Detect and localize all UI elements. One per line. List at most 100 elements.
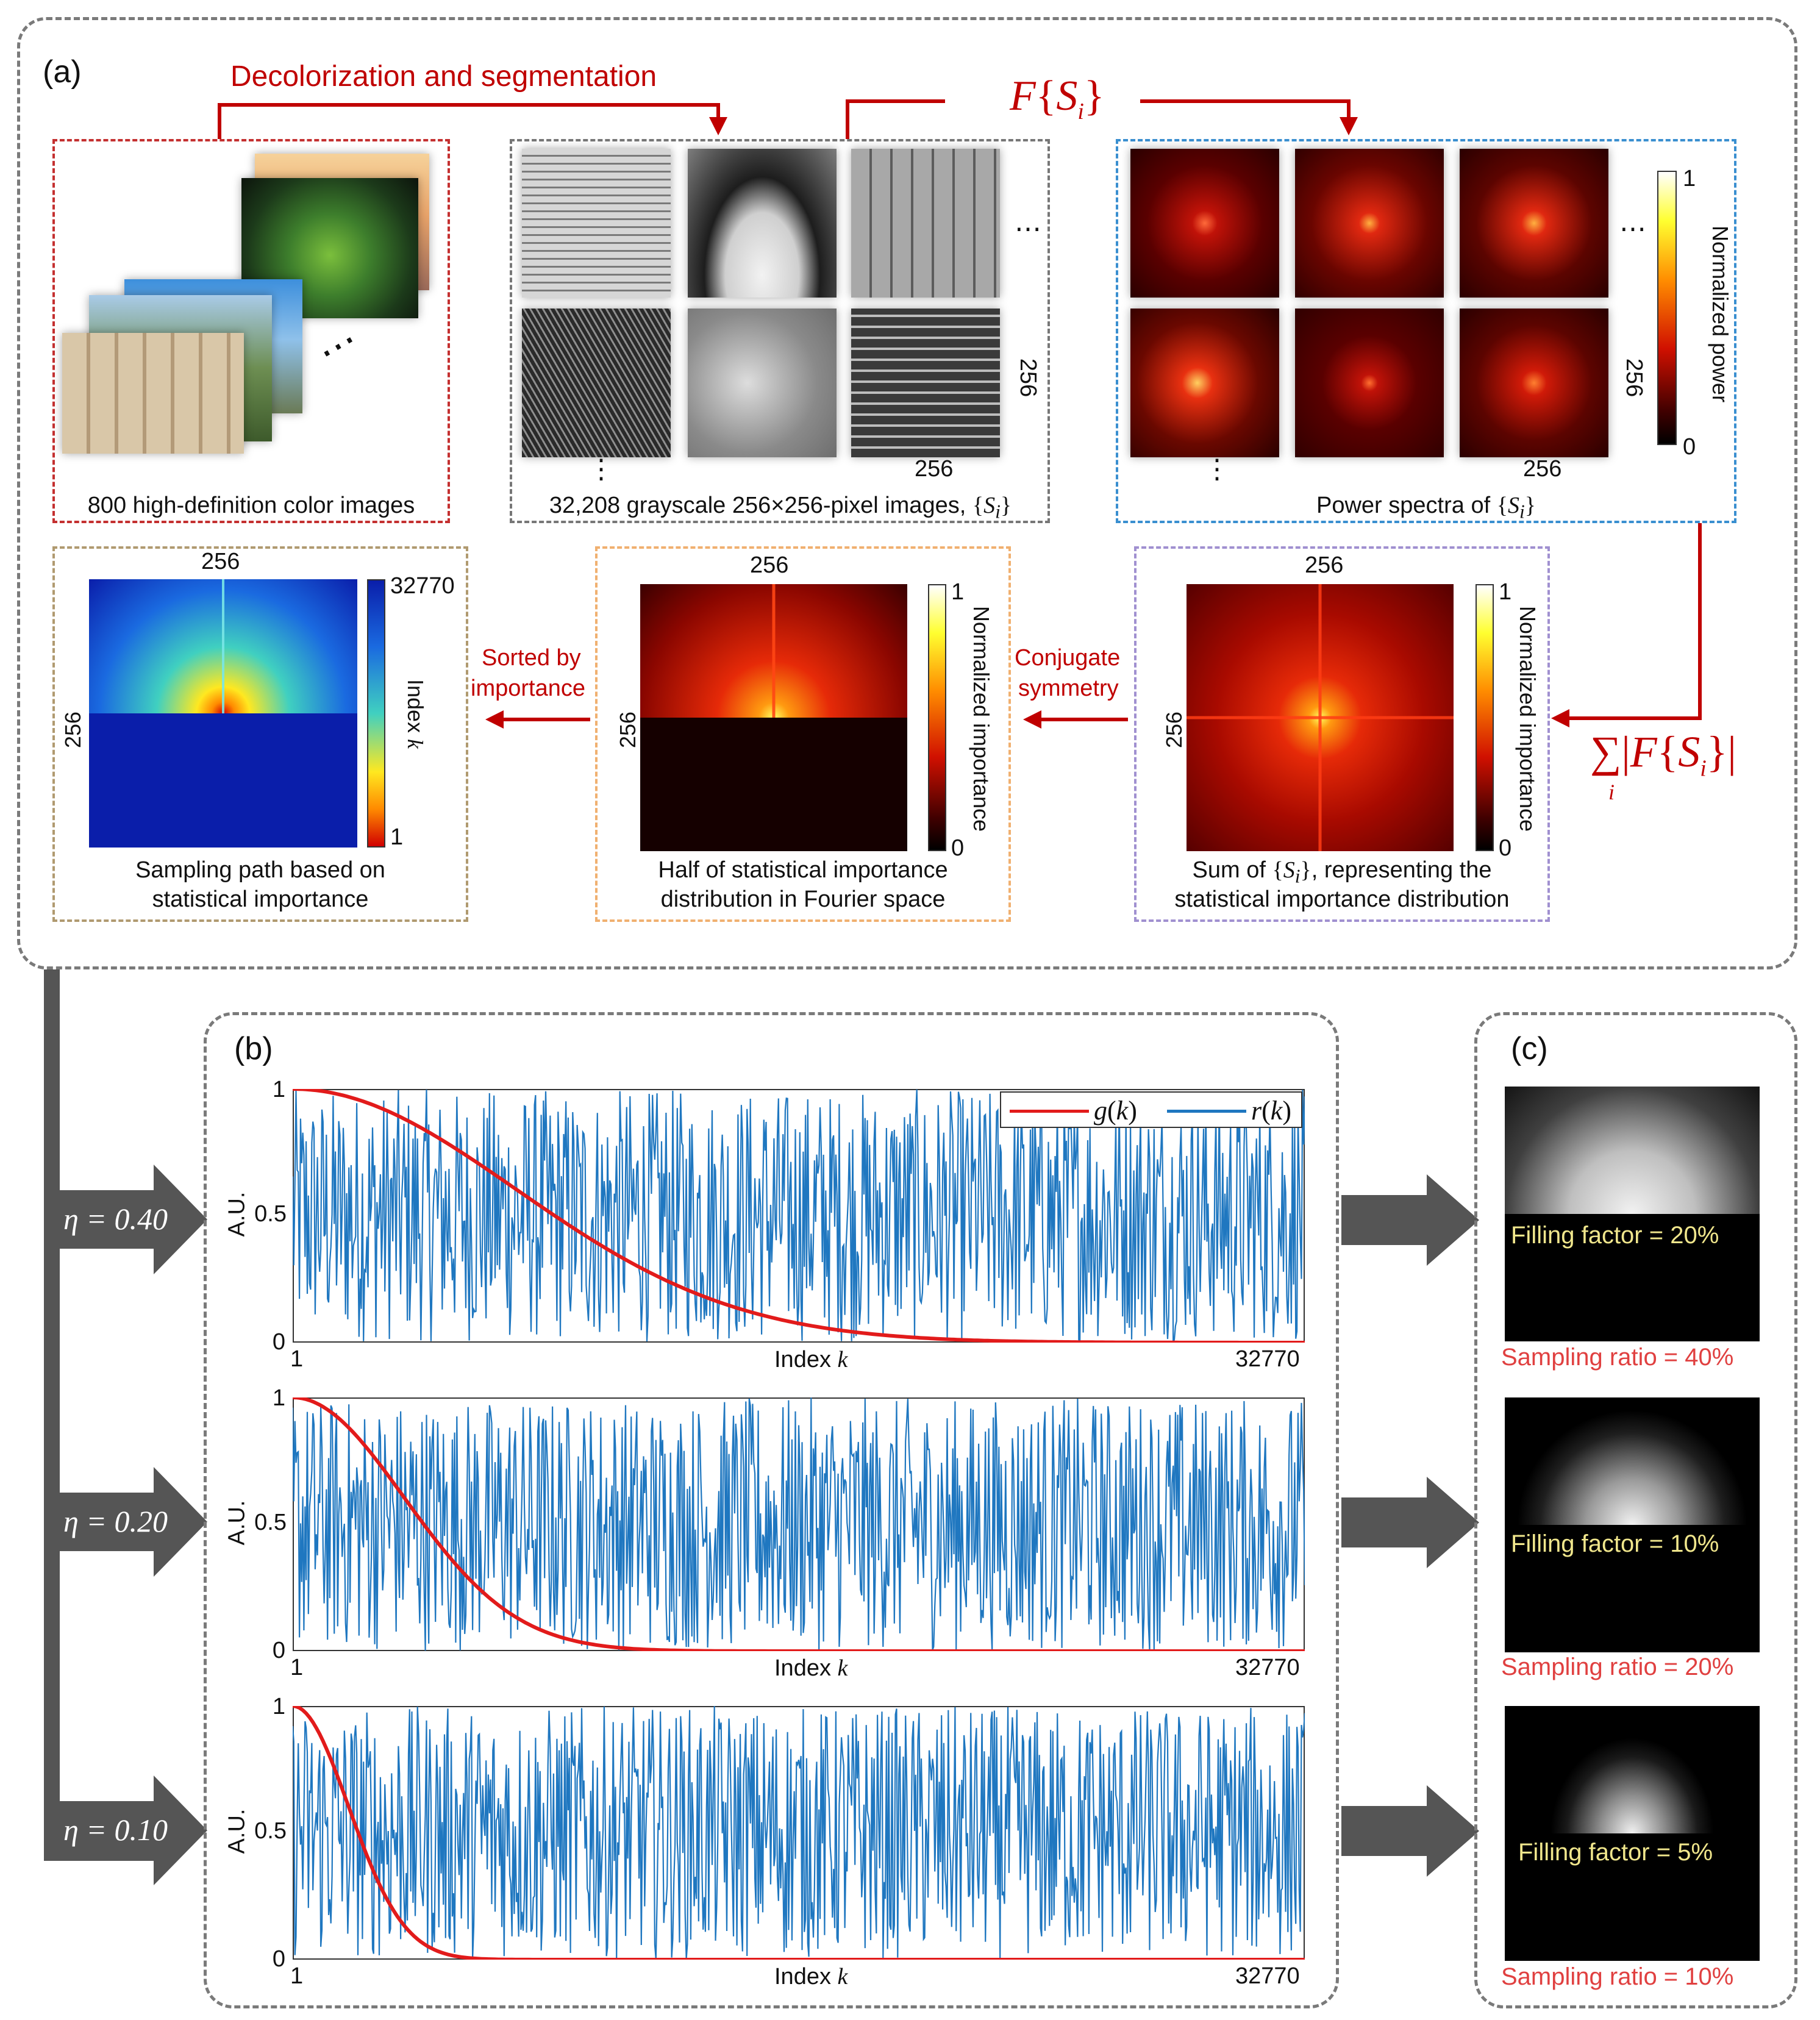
sum-caption-2: statistical importance distribution <box>1174 887 1510 912</box>
sorted-arrow <box>485 710 590 729</box>
top-arrows <box>218 99 1358 139</box>
vertical-gray-bar <box>44 969 60 1860</box>
gray-tile-animal <box>688 149 837 298</box>
gray-tile-grass <box>522 309 671 457</box>
plot-1 <box>293 1089 1305 1343</box>
power-spectra-caption: Power spectra of {Si} <box>1316 493 1536 523</box>
power-colorbar <box>1657 171 1677 445</box>
conj-label-2: symmetry <box>1018 676 1119 701</box>
sum-cbar-label: Normalized importance <box>1515 605 1541 832</box>
panel-c <box>1474 1012 1797 2008</box>
sum-formula: ∑|F{Si}| <box>1590 727 1736 782</box>
series-r-line <box>293 1706 1305 1960</box>
half-cbar-min: 0 <box>951 835 965 861</box>
gray-tile-text <box>522 149 671 298</box>
sum-caption-1: Sum of {Si}, representing the <box>1192 857 1492 887</box>
conj-arrow <box>1023 710 1128 729</box>
legend-g-swatch <box>1010 1110 1089 1113</box>
plot-3-xtick-max: 32770 <box>1235 1963 1300 1989</box>
path-dim-top: 256 <box>201 549 240 574</box>
plot-2-ytick-0: 0 <box>272 1638 285 1663</box>
eta-label-2: η = 0.20 <box>63 1504 168 1538</box>
plot-2-ylabel: A.U. <box>224 1500 250 1546</box>
filling-3: Filling factor = 5% <box>1518 1839 1713 1866</box>
filling-1: Filling factor = 20% <box>1511 1222 1719 1249</box>
spectrum-tile-6 <box>1460 309 1608 457</box>
bc-arrow-3 <box>1341 1785 1479 1877</box>
plot-3-svg <box>293 1706 1305 1960</box>
power-cbar-min: 0 <box>1683 434 1696 460</box>
panel-b <box>204 1012 1339 2008</box>
spectrum-tile-5 <box>1295 309 1444 457</box>
half-caption-1: Half of statistical importance <box>658 857 948 883</box>
sampling-2: Sampling ratio = 20% <box>1501 1654 1734 1680</box>
half-cbar-max: 1 <box>951 579 965 605</box>
spectrum-tile-4 <box>1130 309 1279 457</box>
spectra-ellipsis-right: ⋯ <box>1619 214 1646 244</box>
sum-arrow <box>1551 523 1702 727</box>
plot-2 <box>293 1397 1305 1651</box>
mask-2-pattern <box>1505 1397 1760 1525</box>
eta-label-1: η = 0.40 <box>63 1202 168 1236</box>
plot-2-ytick-1: 1 <box>272 1385 285 1411</box>
plot-1-svg <box>293 1089 1305 1343</box>
bc-arrow-2 <box>1341 1477 1479 1568</box>
sum-box <box>1134 546 1550 922</box>
half-cbar-label: Normalized importance <box>969 605 994 832</box>
decolorization-label: Decolorization and segmentation <box>230 60 657 93</box>
plot-2-ytick-05: 0.5 <box>254 1510 287 1535</box>
path-caption-1: Sampling path based on <box>135 857 385 883</box>
arrow-decolorize <box>218 103 727 139</box>
index-cbar-max: 32770 <box>390 573 455 599</box>
series-g-line <box>293 1706 1305 1960</box>
half-box <box>595 546 1011 922</box>
sampling-1: Sampling ratio = 40% <box>1501 1344 1734 1371</box>
eta-label-3: η = 0.10 <box>63 1813 168 1847</box>
eta-arrow-1 <box>50 1165 207 1274</box>
plot-3-ylabel: A.U. <box>224 1808 250 1854</box>
spectrum-tile-1 <box>1130 149 1279 298</box>
legend-r-label: r(k) <box>1251 1096 1291 1126</box>
plot-3-xtick-min: 1 <box>290 1963 304 1989</box>
plot-1-ytick-1: 1 <box>272 1077 285 1102</box>
half-colorbar <box>928 584 946 851</box>
arrow-fft-right <box>1140 99 1358 135</box>
spectra-ellipsis-down: ⋮ <box>1204 454 1230 484</box>
sorted-label-1: Sorted by <box>482 645 581 671</box>
power-cbar-max: 1 <box>1683 166 1696 191</box>
gray-ellipsis-down: ⋮ <box>588 454 615 484</box>
panel-b-label: (b) <box>234 1031 273 1066</box>
plot-1-ylabel: A.U. <box>224 1191 250 1237</box>
path-dim-left: 256 <box>60 711 86 749</box>
series-g-line <box>293 1089 1305 1343</box>
plot-1-ytick-05: 0.5 <box>254 1201 287 1227</box>
mask-1 <box>1505 1087 1760 1341</box>
sum-heatmap <box>1187 584 1454 851</box>
sum-cbar-min: 0 <box>1499 835 1512 861</box>
index-cbar-min: 1 <box>390 824 404 850</box>
plot-3 <box>293 1706 1305 1960</box>
half-caption-2: distribution in Fourier space <box>660 887 946 912</box>
plot-2-xtick-min: 1 <box>290 1655 304 1680</box>
plot-1-xtick-max: 32770 <box>1235 1346 1300 1372</box>
color-photo-books <box>62 333 244 454</box>
filling-2: Filling factor = 10% <box>1511 1530 1719 1557</box>
sum-colorbar <box>1476 584 1494 851</box>
path-caption-2: statistical importance <box>152 887 369 912</box>
sorted-label-2: importance <box>471 676 585 701</box>
plot-3-ytick-05: 0.5 <box>254 1818 287 1844</box>
grayscale-caption: 32,208 grayscale 256×256-pixel images, {… <box>549 493 1012 523</box>
half-heatmap-top <box>640 584 907 718</box>
plot-3-ytick-1: 1 <box>272 1694 285 1719</box>
grayscale-images-box <box>510 139 1050 523</box>
gray-dim-horizontal: 256 <box>915 456 954 482</box>
color-images-caption: 800 high-definition color images <box>87 493 415 518</box>
half-dim-top: 256 <box>750 552 789 578</box>
plot-2-xlabel: Index k <box>774 1655 848 1681</box>
path-heatmap-top <box>89 579 357 713</box>
panel-a-label: (a) <box>43 54 82 90</box>
color-images-box <box>52 139 450 523</box>
spectra-dim-horizontal: 256 <box>1523 456 1562 482</box>
path-box <box>52 546 468 922</box>
spectrum-tile-2 <box>1295 149 1444 298</box>
